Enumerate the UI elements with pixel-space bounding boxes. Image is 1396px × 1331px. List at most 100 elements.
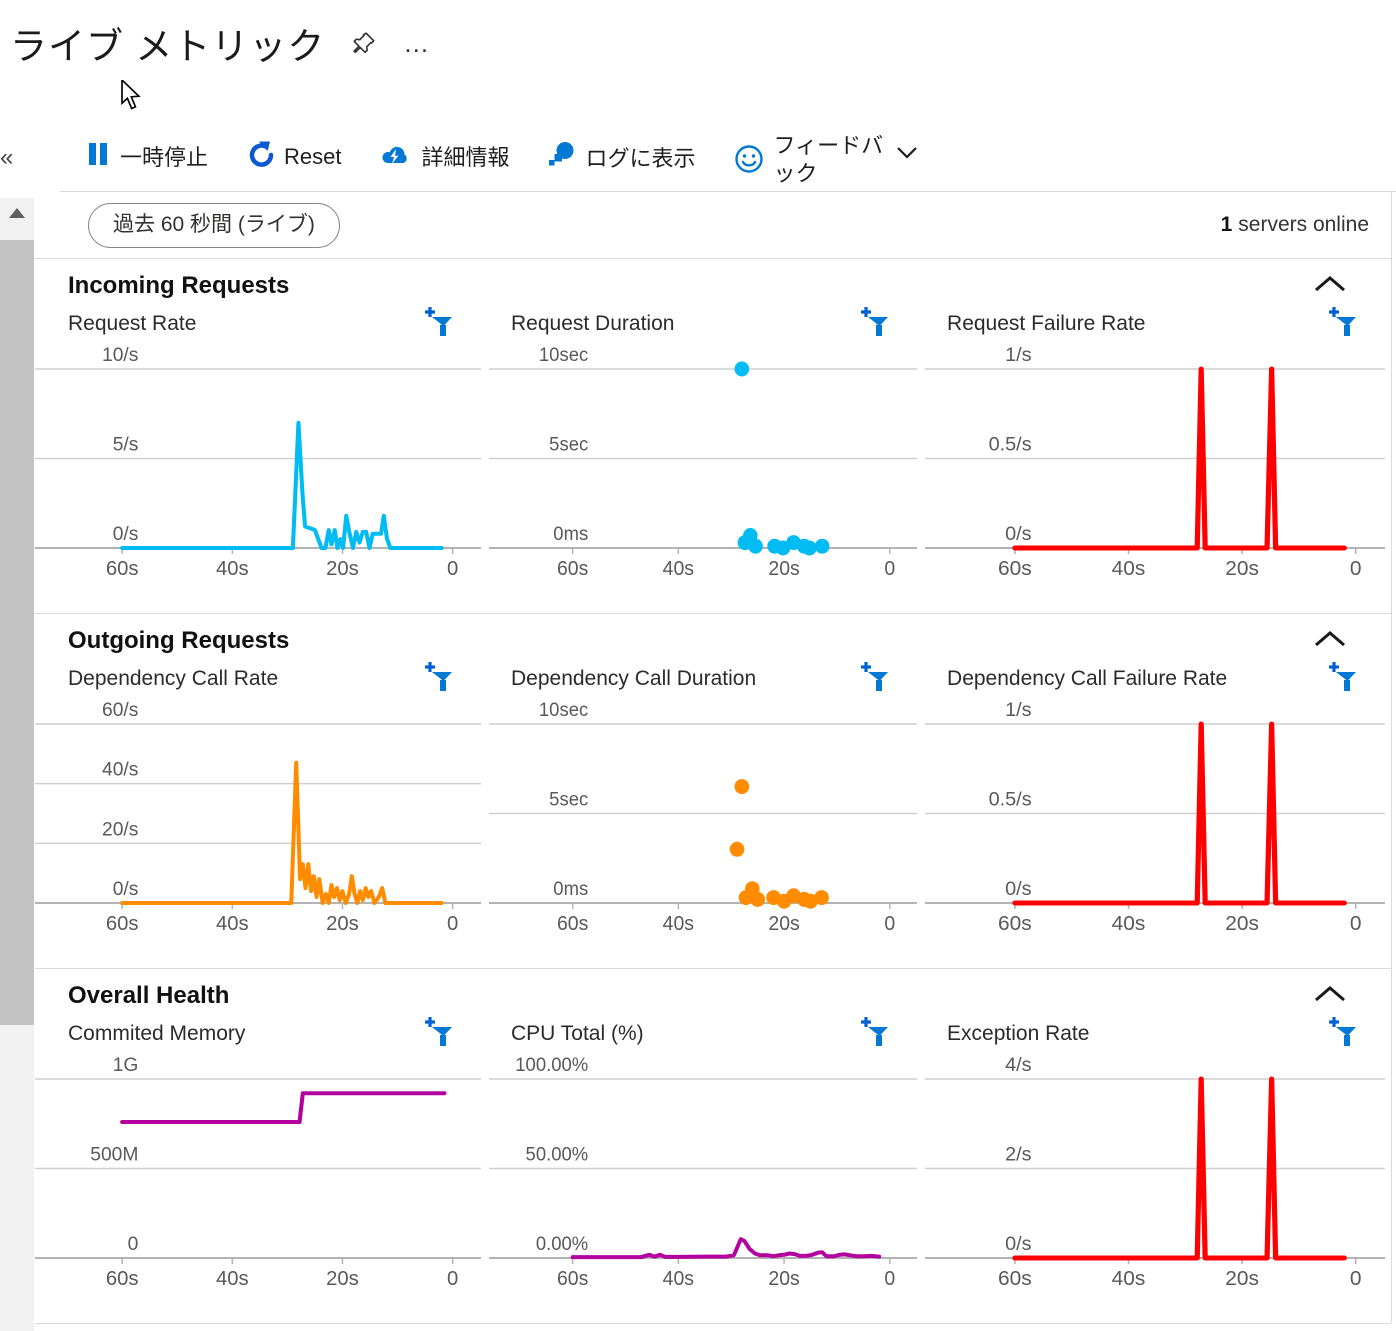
request-rate-plot: 10/s 5/s 0/s 60s 40s 20s 0 [35,345,481,579]
svg-text:50.00%: 50.00% [526,1143,589,1164]
time-range-pill[interactable]: 過去 60 秒間 (ライブ) [88,202,340,248]
request-failure-rate-plot: 1/s 0.5/s 0/s 60s 40s 20s 0 [925,345,1385,579]
status-row: 過去 60 秒間 (ライブ) 1 servers online [35,192,1391,258]
more-menu-button[interactable]: … [403,28,432,58]
pin-icon[interactable] [351,30,377,56]
chart-title: Request Duration [511,312,675,335]
svg-text:0/s: 0/s [113,524,139,545]
chart-dependency-call-duration: Dependency Call Duration 10sec 5sec 0ms 60s… [489,658,918,934]
add-filter-icon[interactable] [859,306,889,343]
view-in-logs-button[interactable]: ログに表示 [548,132,696,173]
vertical-scrollbar[interactable] [0,198,34,1331]
scrollbar-thumb[interactable] [0,240,34,1025]
reset-label: Reset [284,143,342,169]
dashboard-panel: 過去 60 秒間 (ライブ) 1 servers online Incoming … [35,192,1392,1324]
svg-text:20s: 20s [1225,912,1259,934]
dependency-call-failure-rate-plot: 1/s 0.5/s 0/s 60s 40s 20s 0 [925,700,1385,934]
add-filter-icon[interactable] [859,661,889,698]
add-filter-icon[interactable] [1327,1016,1357,1053]
svg-text:60s: 60s [557,913,588,934]
svg-text:0ms: 0ms [553,523,588,544]
svg-text:60s: 60s [557,1268,588,1289]
svg-text:0/s: 0/s [1005,878,1032,900]
servers-online-status: 1 servers online [1221,213,1369,237]
svg-text:0/s: 0/s [1005,523,1032,545]
svg-text:40s: 40s [1112,912,1146,934]
svg-text:5sec: 5sec [549,433,588,454]
svg-text:5sec: 5sec [549,788,588,809]
dependency-call-rate-plot: 60/s 40/s 20/s 0/s 60s 40s 20s 0 [35,700,481,934]
svg-text:0.5/s: 0.5/s [989,789,1032,811]
collapse-section-chevron-icon[interactable] [1313,630,1347,653]
collapse-section-chevron-icon[interactable] [1313,275,1347,298]
commited-memory-plot: 1G 500M 0 60s 40s 20s 0 [35,1055,481,1289]
feedback-button[interactable]: フィードバック [734,132,918,187]
add-filter-icon[interactable] [423,661,453,698]
smiley-icon [734,144,764,179]
svg-text:60s: 60s [106,1268,139,1289]
view-in-logs-label: ログに表示 [585,145,696,171]
svg-text:1/s: 1/s [1005,345,1032,366]
chart-request-rate: Request Rate 10/s 5/s 0/s 60s 40s 20s 0 [35,303,481,579]
svg-text:20s: 20s [768,913,799,934]
chart-dependency-call-rate: Dependency Call Rate 60/s 40/s 20/s 0/s 60s 4… [35,658,481,934]
details-label: 詳細情報 [421,145,510,170]
add-filter-icon[interactable] [1327,661,1357,698]
svg-text:40s: 40s [663,558,694,579]
pause-label: 一時停止 [120,145,209,170]
svg-text:40s: 40s [216,913,249,934]
svg-text:0: 0 [1350,1267,1362,1289]
svg-text:40s: 40s [216,1268,249,1289]
svg-text:0: 0 [447,913,458,934]
chart-commited-memory: Commited Memory 1G 500M 0 60s 40s 20s 0 [35,1013,481,1289]
chart-title: Request Rate [68,312,197,335]
toolbar-divider [60,191,1396,192]
svg-text:20s: 20s [326,1268,359,1289]
svg-text:0: 0 [447,1268,458,1289]
chevron-down-icon [896,146,918,165]
pause-button[interactable]: 一時停止 [86,132,208,172]
svg-text:60s: 60s [106,913,139,934]
svg-text:40s: 40s [1112,1267,1146,1289]
chart-title: Dependency Call Rate [68,667,279,690]
svg-text:500M: 500M [90,1145,138,1166]
svg-text:1G: 1G [113,1055,139,1076]
logs-icon [548,140,576,173]
section-outgoing-requests: Outgoing Requests Dependency Call Rate 6… [35,613,1391,968]
svg-text:40s: 40s [663,1268,694,1289]
cloud-bolt-icon [380,141,412,172]
svg-text:20s: 20s [768,558,799,579]
add-filter-icon[interactable] [1327,306,1357,343]
svg-text:0: 0 [128,1234,139,1255]
reset-button[interactable]: Reset [246,132,342,173]
scrollbar-up-button[interactable] [0,198,34,228]
chart-title: Request Failure Rate [947,312,1146,335]
svg-text:0: 0 [884,558,895,579]
chart-title: Exception Rate [947,1022,1090,1045]
section-title: Outgoing Requests [68,627,290,654]
command-bar: 一時停止 Reset 詳細情報 ログに表示 フィードバック [86,132,918,187]
svg-text:0: 0 [1350,912,1362,934]
section-overall-health: Overall Health Commited Memory 1G 500M 0 60… [35,968,1391,1324]
svg-text:10sec: 10sec [539,700,588,720]
details-button[interactable]: 詳細情報 [380,132,510,172]
cpu-total-plot: 100.00% 50.00% 0.00% 60s 40s 20s 0 [489,1055,918,1289]
add-filter-icon[interactable] [423,1016,453,1053]
servers-count: 1 [1220,213,1233,236]
svg-text:0/s: 0/s [113,879,139,900]
svg-text:20s: 20s [326,558,359,579]
collapse-panel-chevron[interactable]: « [0,144,14,171]
chart-request-failure-rate: Request Failure Rate 1/s 0.5/s 0/s 60s 40s 20… [925,303,1385,579]
add-filter-icon[interactable] [423,306,453,343]
svg-text:40/s: 40/s [102,760,138,781]
feedback-label: フィードバック [773,133,884,186]
add-filter-icon[interactable] [859,1016,889,1053]
section-incoming-requests: Incoming Requests Request Rate 10/s 5/s 0/… [35,258,1391,613]
svg-text:20s: 20s [768,1268,799,1289]
collapse-section-chevron-icon[interactable] [1313,985,1347,1008]
svg-text:60s: 60s [106,558,139,579]
chart-title: Commited Memory [68,1022,246,1045]
reset-arrow-icon [246,140,274,173]
svg-text:60/s: 60/s [102,700,138,721]
